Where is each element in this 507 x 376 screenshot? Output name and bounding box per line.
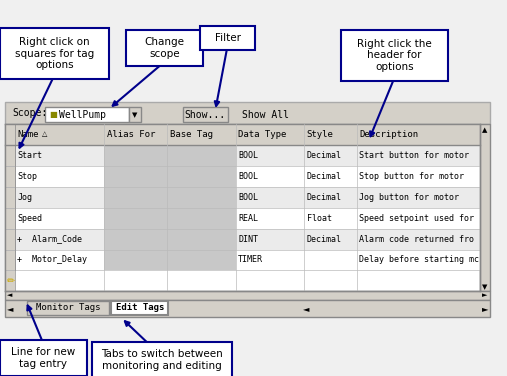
Text: +  Alarm_Code: + Alarm_Code — [17, 235, 82, 244]
FancyBboxPatch shape — [167, 145, 236, 166]
Text: Stop button for motor: Stop button for motor — [359, 172, 464, 181]
Text: ■: ■ — [50, 110, 57, 119]
FancyBboxPatch shape — [91, 342, 233, 376]
Text: BOOL: BOOL — [238, 151, 258, 160]
FancyBboxPatch shape — [5, 145, 15, 166]
Text: Float: Float — [307, 214, 332, 223]
Text: Data Type: Data Type — [238, 130, 286, 139]
FancyBboxPatch shape — [200, 26, 255, 50]
Text: Speed: Speed — [17, 214, 42, 223]
FancyBboxPatch shape — [5, 208, 15, 229]
FancyBboxPatch shape — [5, 229, 15, 250]
Text: ▲: ▲ — [482, 127, 487, 133]
FancyBboxPatch shape — [104, 166, 167, 186]
FancyBboxPatch shape — [104, 208, 167, 229]
Text: Style: Style — [307, 130, 334, 139]
FancyBboxPatch shape — [167, 229, 236, 250]
FancyBboxPatch shape — [112, 301, 168, 315]
Text: Change
scope: Change scope — [144, 37, 185, 59]
FancyBboxPatch shape — [167, 186, 236, 208]
FancyBboxPatch shape — [15, 145, 480, 166]
Text: △: △ — [42, 132, 48, 137]
FancyBboxPatch shape — [341, 30, 448, 81]
FancyBboxPatch shape — [15, 229, 480, 250]
FancyBboxPatch shape — [5, 300, 490, 317]
FancyBboxPatch shape — [5, 291, 490, 300]
Text: ◄: ◄ — [7, 293, 13, 299]
FancyBboxPatch shape — [104, 229, 167, 250]
Text: Decimal: Decimal — [307, 193, 342, 202]
Text: DINT: DINT — [238, 235, 258, 244]
FancyBboxPatch shape — [15, 208, 480, 229]
Text: Decimal: Decimal — [307, 151, 342, 160]
FancyBboxPatch shape — [167, 166, 236, 186]
FancyBboxPatch shape — [5, 124, 15, 291]
FancyBboxPatch shape — [45, 107, 129, 122]
Text: Start: Start — [17, 151, 42, 160]
FancyBboxPatch shape — [129, 107, 141, 122]
FancyBboxPatch shape — [5, 166, 15, 186]
FancyBboxPatch shape — [5, 124, 480, 291]
Text: Base Tag: Base Tag — [170, 130, 213, 139]
Text: ◄: ◄ — [303, 304, 310, 312]
Text: Monitor Tags: Monitor Tags — [36, 303, 100, 312]
FancyBboxPatch shape — [5, 250, 15, 270]
Text: Stop: Stop — [17, 172, 38, 181]
Text: Filter: Filter — [214, 33, 240, 43]
FancyBboxPatch shape — [0, 28, 109, 79]
FancyBboxPatch shape — [167, 250, 236, 270]
FancyBboxPatch shape — [15, 250, 480, 270]
Text: Show All: Show All — [242, 110, 289, 120]
FancyBboxPatch shape — [27, 301, 109, 315]
FancyBboxPatch shape — [104, 145, 167, 166]
FancyBboxPatch shape — [0, 340, 87, 376]
FancyBboxPatch shape — [15, 166, 480, 186]
Text: Speed setpoint used for: Speed setpoint used for — [359, 214, 474, 223]
Text: Show...: Show... — [185, 110, 226, 120]
Text: ►: ► — [482, 293, 487, 299]
Text: WellPump: WellPump — [59, 110, 106, 120]
FancyBboxPatch shape — [5, 124, 480, 145]
FancyBboxPatch shape — [5, 186, 15, 208]
Text: Edit Tags: Edit Tags — [116, 303, 164, 312]
Text: Jog button for motor: Jog button for motor — [359, 193, 459, 202]
Text: BOOL: BOOL — [238, 193, 258, 202]
Text: Name: Name — [17, 130, 39, 139]
Text: +  Motor_Delay: + Motor_Delay — [17, 255, 87, 264]
FancyBboxPatch shape — [5, 102, 490, 124]
Text: Start button for motor: Start button for motor — [359, 151, 469, 160]
Text: ✏: ✏ — [7, 276, 15, 286]
FancyBboxPatch shape — [104, 250, 167, 270]
Text: Alias For: Alias For — [106, 130, 155, 139]
Text: ◄: ◄ — [7, 304, 13, 312]
Text: REAL: REAL — [238, 214, 258, 223]
Text: TIMER: TIMER — [238, 255, 263, 264]
Text: Right click on
squares for tag
options: Right click on squares for tag options — [15, 37, 94, 70]
Text: Decimal: Decimal — [307, 235, 342, 244]
FancyBboxPatch shape — [126, 30, 203, 66]
Text: ▼: ▼ — [482, 285, 487, 291]
FancyBboxPatch shape — [104, 186, 167, 208]
Text: Scope:: Scope: — [12, 108, 48, 118]
FancyBboxPatch shape — [480, 124, 490, 291]
FancyBboxPatch shape — [167, 208, 236, 229]
Text: Delay before starting mc: Delay before starting mc — [359, 255, 479, 264]
Text: BOOL: BOOL — [238, 172, 258, 181]
Text: Right click the
header for
options: Right click the header for options — [357, 39, 432, 72]
Text: Tabs to switch between
monitoring and editing: Tabs to switch between monitoring and ed… — [101, 349, 223, 371]
Text: ►: ► — [482, 304, 488, 312]
Text: Description: Description — [359, 130, 418, 139]
Text: Alarm code returned fro: Alarm code returned fro — [359, 235, 474, 244]
Text: Decimal: Decimal — [307, 172, 342, 181]
Text: Jog: Jog — [17, 193, 32, 202]
FancyBboxPatch shape — [183, 107, 228, 122]
Text: ▼: ▼ — [132, 112, 137, 118]
Text: Line for new
tag entry: Line for new tag entry — [11, 347, 76, 369]
FancyBboxPatch shape — [15, 186, 480, 208]
